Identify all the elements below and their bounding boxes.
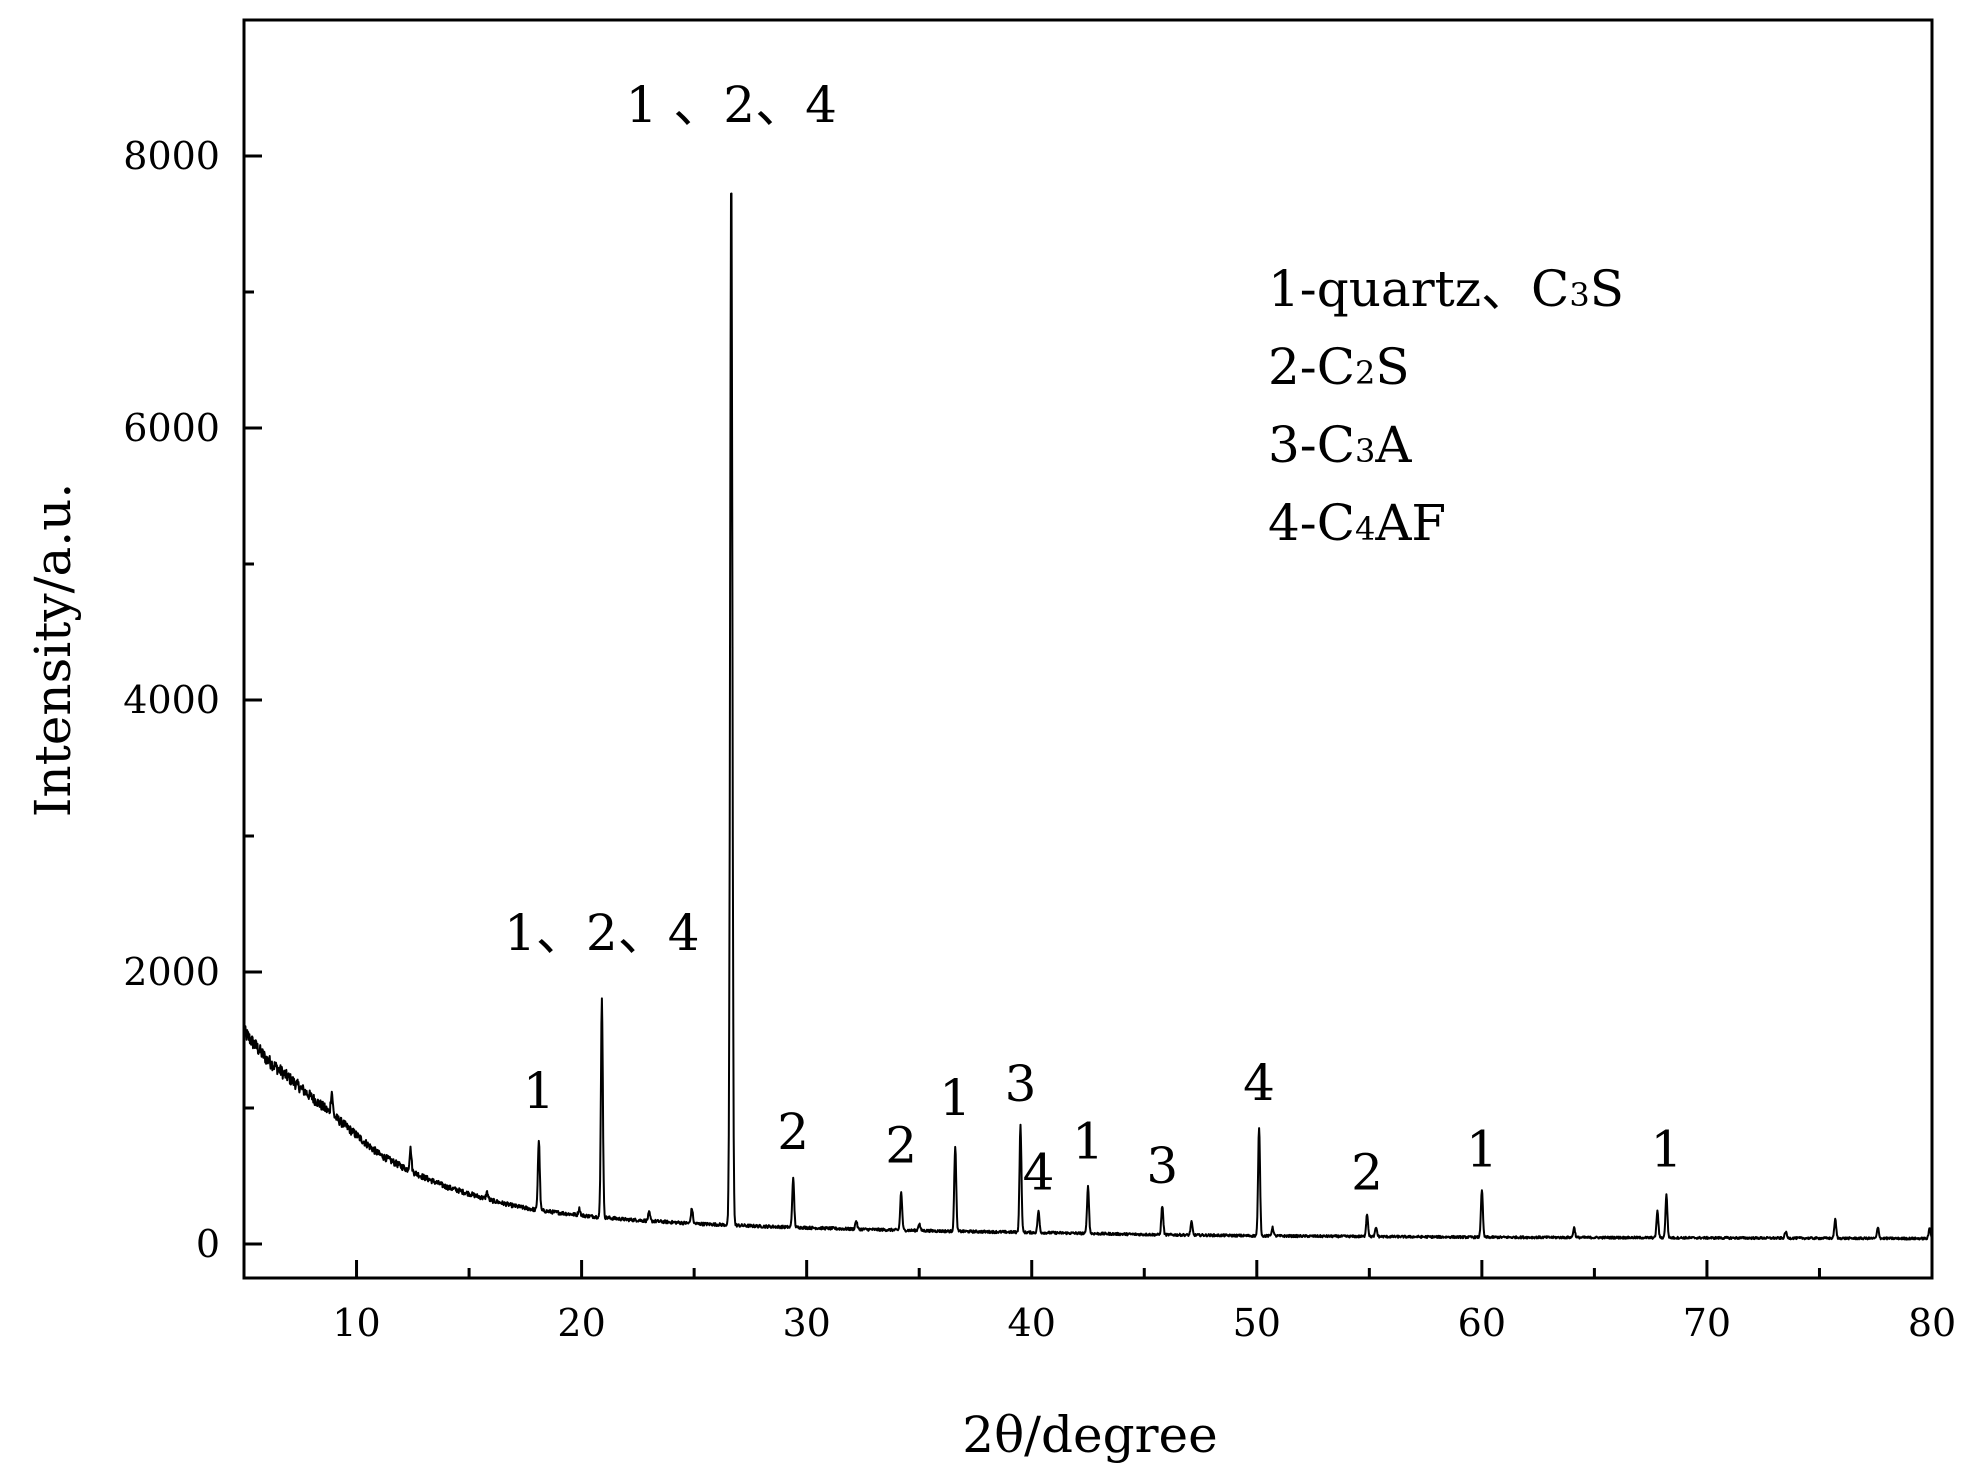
peak-label: 2	[885, 1116, 917, 1174]
x-tick-label: 50	[1233, 1301, 1281, 1345]
y-axis-title: Intensity/a.u.	[24, 483, 82, 817]
x-tick-label: 10	[332, 1301, 380, 1345]
peak-label: 1	[1466, 1120, 1498, 1178]
x-tick-label: 70	[1683, 1301, 1731, 1345]
x-tick-label: 20	[557, 1301, 605, 1345]
peak-label: 3	[1146, 1137, 1178, 1195]
axes: 10 20 30 40 50 60 70 80 0 2000 4000 6000 8000	[123, 18, 1956, 1345]
peak-label: 2	[1351, 1144, 1383, 1202]
peak-label: 1	[1072, 1112, 1104, 1170]
peak-label: 1、2、4	[504, 904, 699, 962]
plot-frame	[242, 18, 1934, 1280]
x-tick-label: 30	[782, 1301, 830, 1345]
annotations-group: 1 、2、41、2、412 21 341 342 1 1	[504, 76, 1682, 1202]
y-tick-label: 8000	[123, 134, 220, 178]
legend-entry: 3-C3A	[1268, 416, 1412, 474]
peak-label: 4	[1023, 1144, 1055, 1202]
x-axis-title: 2θ/degree	[962, 1406, 1217, 1464]
legend-entry: 1-quartz、C3S	[1268, 260, 1624, 318]
xrd-pattern-line	[243, 192, 1933, 1241]
legend-entry: 2-C2S	[1268, 338, 1410, 396]
peak-label: 1	[523, 1062, 555, 1120]
x-tick-label: 40	[1008, 1301, 1056, 1345]
x-tick-label: 80	[1908, 1301, 1956, 1345]
y-tick-label: 6000	[123, 406, 220, 450]
peak-label: 1	[1651, 1120, 1683, 1178]
legend: 1-quartz、C3S 2-C2S 3-C3A 4-C4AF	[1268, 260, 1624, 552]
series-group	[243, 192, 1933, 1241]
x-tick-label: 60	[1458, 1301, 1506, 1345]
legend-entry: 4-C4AF	[1268, 494, 1446, 552]
y-tick-label: 4000	[123, 678, 220, 722]
y-tick-label: 0	[196, 1222, 220, 1266]
peak-label: 3	[1005, 1055, 1037, 1113]
peak-label: 4	[1243, 1054, 1275, 1112]
peak-label: 1 、2、4	[626, 76, 837, 134]
peak-label: 2	[777, 1103, 809, 1161]
peak-label: 1	[939, 1069, 971, 1127]
y-tick-label: 2000	[123, 950, 220, 994]
